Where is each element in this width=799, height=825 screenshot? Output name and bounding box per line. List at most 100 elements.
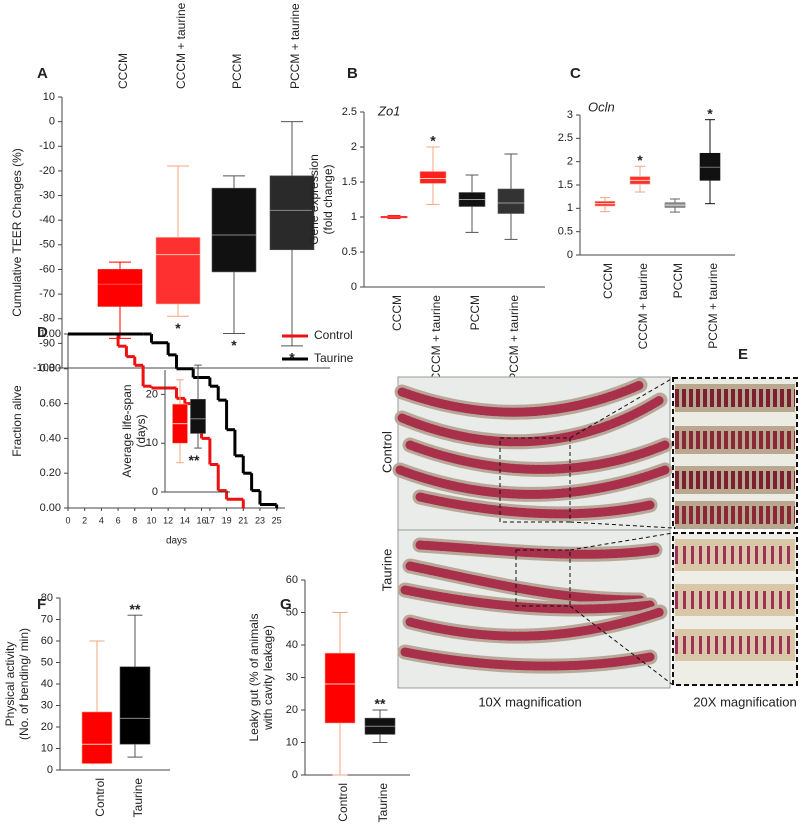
y-axis-label: Average life-span [120, 384, 134, 477]
y-tick-label: 2 [351, 141, 357, 153]
y-tick-label: 0 [152, 486, 158, 498]
x-tick-label: 25 [272, 515, 282, 525]
y-tick-label: 50 [286, 606, 298, 618]
y-tick-label: 0 [351, 281, 357, 293]
zoom-connector [569, 605, 674, 686]
y-tick-label: 0.40 [40, 432, 61, 444]
significance: * [430, 133, 436, 149]
box [190, 398, 206, 434]
caption: 20X magnification [693, 694, 796, 709]
y-axis-label: (No. of bending/ min) [17, 628, 31, 740]
x-tick-label: 6 [116, 515, 121, 525]
category-label: Taurine [131, 778, 145, 818]
y-tick-label: 40 [286, 639, 298, 651]
y-tick-label: 60 [286, 574, 298, 586]
y-tick-label: -50 [39, 239, 55, 251]
category-label: PCCM + taurine [507, 295, 521, 381]
y-tick-label: 2.5 [342, 106, 357, 118]
zoom-area [515, 549, 571, 607]
y-tick-label: 80 [41, 592, 53, 604]
y-tick-label: 20 [146, 388, 158, 400]
category-label: CCCM [390, 295, 404, 331]
significance: ** [189, 452, 200, 468]
box [211, 187, 257, 273]
zoom-connector [569, 521, 674, 529]
zoom-connector [569, 377, 674, 439]
y-tick-label: -20 [39, 165, 55, 177]
y-tick-label: 10 [43, 91, 55, 103]
worm-stain [397, 395, 665, 447]
y-axis-label: (fold change) [321, 164, 335, 234]
y-tick-label: 1.00 [40, 328, 61, 340]
worm-stain [400, 647, 655, 671]
x-tick-label: 2 [82, 515, 87, 525]
box [269, 175, 315, 251]
category-label: PCCM [671, 263, 685, 298]
y-tick-label: 30 [41, 699, 53, 711]
box [324, 652, 356, 724]
panel-label: A [37, 65, 48, 82]
x-axis-label: days [166, 536, 187, 547]
panel-label: D [37, 324, 48, 341]
panel-label: E [738, 346, 748, 363]
x-tick-label: 12 [163, 515, 173, 525]
chart-title: Zo1 [377, 103, 400, 118]
y-tick-label: 0.5 [342, 246, 357, 258]
y-tick-label: 1 [567, 202, 573, 214]
category-label: PCCM + taurine [288, 3, 302, 89]
y-tick-label: -40 [39, 214, 55, 226]
y-axis-label: Cumulative TEER Changes (%) [10, 148, 24, 317]
worm-stain [397, 380, 645, 417]
y-tick-label: -100 [33, 362, 55, 374]
box [81, 711, 113, 764]
significance: ** [375, 696, 386, 712]
y-axis-label: Fraction alive [10, 385, 24, 457]
y-tick-label: 0 [47, 764, 53, 776]
y-tick-label: 0.00 [40, 502, 61, 514]
legend-label: Control [314, 328, 353, 342]
micrographs [392, 376, 798, 689]
x-tick-label: 23 [255, 515, 265, 525]
x-tick-label: 16 [197, 515, 207, 525]
significance: * [175, 320, 181, 336]
worm-stain [400, 585, 655, 614]
row-label: Control [379, 431, 394, 473]
box [97, 269, 143, 307]
box [155, 237, 201, 305]
x-tick-label: 21 [238, 515, 248, 525]
box [497, 188, 525, 214]
zoom-connector [569, 532, 674, 551]
y-tick-label: 2 [567, 156, 573, 168]
legend-label: Taurine [314, 351, 354, 365]
y-tick-label: -80 [39, 313, 55, 325]
y-tick-label: -30 [39, 189, 55, 201]
category-label: PCCM + taurine [706, 263, 720, 349]
y-tick-label: 0.20 [40, 467, 61, 479]
caption: 10X magnification [478, 694, 581, 709]
y-tick-label: 0.5 [558, 226, 573, 238]
y-tick-label: 70 [41, 613, 53, 625]
y-tick-label: 0 [49, 116, 55, 128]
worm-stain [405, 561, 645, 605]
chart-title: Ocln [588, 99, 615, 114]
y-tick-label: 1 [351, 211, 357, 223]
y-tick-label: 3 [567, 109, 573, 121]
y-tick-label: 10 [41, 742, 53, 754]
y-tick-label: -10 [39, 140, 55, 152]
y-tick-label: -70 [39, 288, 55, 300]
y-tick-label: 0 [567, 249, 573, 261]
category-label: Control [336, 783, 350, 822]
significance: * [637, 152, 643, 168]
worm-stain [415, 540, 660, 559]
y-tick-label: 2.5 [558, 132, 573, 144]
box [119, 666, 151, 745]
y-axis-label: with cavity leakage) [261, 625, 275, 731]
category-label: CCCM + taurine [636, 263, 650, 350]
y-tick-label: 60 [41, 635, 53, 647]
y-tick-label: 20 [41, 721, 53, 733]
worm-stain [405, 440, 670, 474]
y-tick-label: -90 [39, 337, 55, 349]
category-label: PCCM [230, 54, 244, 89]
significance: * [707, 105, 713, 121]
category-label: CCCM + taurine [174, 2, 188, 89]
